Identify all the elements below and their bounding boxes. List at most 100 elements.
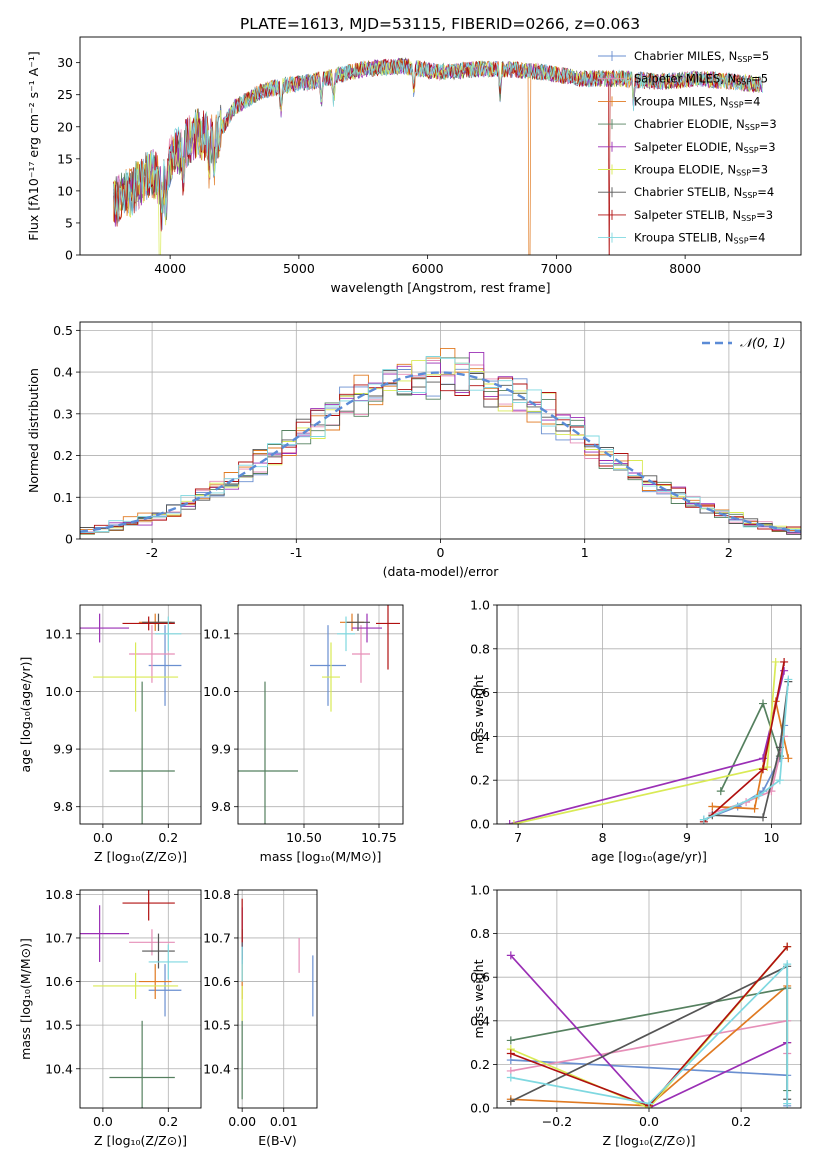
x-axis-label: (data-model)/error (383, 564, 500, 579)
x-tick-label: 0.00 (228, 1114, 256, 1129)
weight-line-series-8 (510, 962, 789, 1105)
weight_vs_age-chart: 7 8 9 10 0.0 0.2 0.4 0.6 0.8 1.0 age [log₁₀(age/yr… (470, 598, 802, 864)
y-tick-label: 0.1 (53, 490, 73, 505)
y-tick-label: 10.5 (203, 1018, 231, 1033)
legend-entry-subscript: SSP (737, 55, 752, 64)
weight-marker-series-6 (506, 1097, 515, 1106)
weight-marker-series-7 (506, 1049, 515, 1058)
weight-line-series-2 (712, 701, 790, 810)
mass_vs_Z-chart: 0.0 0.2 10.4 10.5 10.6 10.7 10.8 Z [log₁₀(Z/Z⊙)… (18, 887, 202, 1148)
y-tick-label: 10.1 (203, 626, 231, 641)
weight_vs_age-axes: 7 8 9 10 0.0 0.2 0.4 0.6 0.8 1.0 age [log₁₀(age/yr… (470, 598, 802, 864)
legend-entry: Chabrier ELODIE, NSSP=3 (634, 117, 777, 132)
weight-marker-series-7 (759, 765, 767, 774)
y-tick-label: 25 (57, 87, 73, 102)
y-tick-label: 10.8 (45, 887, 73, 902)
mass_vs_Z-frame (79, 889, 202, 1109)
y-axis-label: Normed distribution (26, 368, 41, 493)
y-tick-label: 5 (65, 215, 73, 230)
legend-entry: Salpeter ELODIE, NSSP=3 (634, 140, 776, 155)
x-axis-label: wavelength [Angstrom, rest frame] (330, 280, 550, 295)
y-tick-label: 0.2 (470, 1057, 490, 1072)
y-tick-label: 9.9 (211, 742, 231, 757)
spectrum-frame (79, 36, 802, 256)
weight-marker-series-8 (754, 791, 763, 800)
x-tick-label: 0 (437, 545, 445, 560)
weight-marker-series-5 (509, 820, 518, 824)
y-tick-label: 0 (65, 532, 73, 547)
weight-marker-series-3 (716, 787, 725, 796)
x-tick-label: 1 (581, 545, 589, 560)
spectrum-line-series-8 (113, 58, 763, 224)
x-tick-label: 10.50 (286, 830, 322, 845)
y-tick-label: 0.0 (470, 817, 490, 832)
histogram-series-5 (80, 360, 801, 535)
y-tick-label: 0.5 (53, 323, 73, 338)
y-tick-label: 10.5 (45, 1018, 73, 1033)
weight-marker-series-8 (645, 1099, 653, 1108)
legend-entry-name: Chabrier MILES, N (634, 49, 737, 63)
legend-entry-name: Chabrier STELIB, N (634, 185, 742, 199)
age_vs_Z-frame (79, 604, 202, 825)
weight-marker-series-4 (506, 951, 515, 960)
y-tick-label: 10.6 (45, 974, 73, 989)
y-tick-label: 15 (57, 151, 73, 166)
weight-marker-series-8 (783, 1099, 792, 1108)
x-tick-label: -2 (146, 545, 158, 560)
age_vs_mass-plot-area (238, 605, 403, 824)
legend-entry-subscript: SSP (741, 214, 756, 223)
y-tick-label: 10.7 (203, 930, 231, 945)
y-tick-label: 0 (65, 248, 73, 263)
weight_vs_Z-chart: −0.2 0.0 0.2 0.0 0.2 0.4 0.6 0.8 1.0 Z [log₁₀(Z/Z… (470, 883, 802, 1148)
x-tick-label: 9 (683, 830, 691, 845)
y-tick-label: 10.4 (203, 1061, 231, 1076)
weight-marker-series-5 (763, 763, 772, 772)
legend-entry-name: Chabrier ELODIE, N (634, 117, 745, 131)
weight-line-series-5 (513, 661, 777, 824)
weight-marker-series-4 (505, 820, 514, 824)
y-tick-label: 0.4 (470, 1013, 490, 1028)
legend-entry-count: =5 (752, 49, 769, 63)
x-tick-label: 8000 (669, 261, 701, 276)
x-axis-label: Z [log₁₀(Z/Z⊙)] (94, 849, 187, 864)
x-tick-label: 0.0 (93, 830, 113, 845)
legend-entry-count: =3 (751, 163, 768, 177)
weight-marker-series-8 (699, 815, 708, 824)
y-tick-label: 9.9 (53, 742, 73, 757)
residuals-legend: 𝒩(0, 1) (702, 335, 786, 350)
legend-entry-subscript: SSP (736, 169, 751, 178)
x-tick-label: 0.0 (639, 1114, 659, 1129)
x-tick-label: 0.2 (158, 830, 178, 845)
weight-line-series-4 (509, 670, 785, 824)
weight_vs_Z-plot-area (497, 890, 801, 1108)
y-tick-label: 10.8 (203, 887, 231, 902)
weight-marker-series-8 (783, 960, 792, 969)
spectrum-chart: 4000 5000 6000 7000 8000 0 5 10 15 20 25 30 waveleng… (26, 36, 802, 295)
weight-marker-series-5 (771, 657, 780, 666)
weight-marker-series-6 (759, 813, 767, 822)
weight-marker-series-7 (783, 942, 792, 951)
residuals-axes: -2 -1 0 1 2 0 0.1 0.2 0.3 0.4 0.5 (data-model)/erro… (26, 321, 802, 579)
x-tick-label: 8 (599, 830, 607, 845)
weight-marker-series-8 (775, 776, 784, 785)
age_vs_Z-plot-area (80, 605, 201, 824)
mass_vs_Z-plot-area (80, 890, 201, 1108)
residuals-chart: -2 -1 0 1 2 0 0.1 0.2 0.3 0.4 0.5 (data-model)/erro… (26, 321, 802, 579)
weight-marker-series-3 (759, 699, 767, 708)
mass_vs_EBV-axes: 0.00 0.01 10.4 10.5 10.6 10.7 10.8 E(B-V) (203, 887, 318, 1148)
y-axis-label: Flux [fλ10⁻¹⁷ erg cm⁻² s⁻¹ A⁻¹] (26, 51, 41, 240)
legend-entry-count: =4 (757, 185, 774, 199)
legend-entry-name: Salpeter MILES, N (634, 72, 736, 86)
x-tick-label: 6000 (412, 261, 444, 276)
x-tick-label: 0.01 (270, 1114, 298, 1129)
x-axis-label: Z [log₁₀(Z/Z⊙)] (94, 1133, 187, 1148)
y-tick-label: 9.8 (53, 799, 73, 814)
y-axis-label: mass weight (471, 675, 486, 754)
x-tick-label: 10 (763, 830, 779, 845)
y-tick-label: 9.8 (211, 799, 231, 814)
y-tick-label: 10.4 (45, 1061, 73, 1076)
histogram-series-2 (80, 347, 801, 533)
weight-marker-series-8 (784, 675, 793, 684)
y-tick-label: 0.8 (470, 641, 490, 656)
y-tick-label: 0.2 (53, 448, 73, 463)
